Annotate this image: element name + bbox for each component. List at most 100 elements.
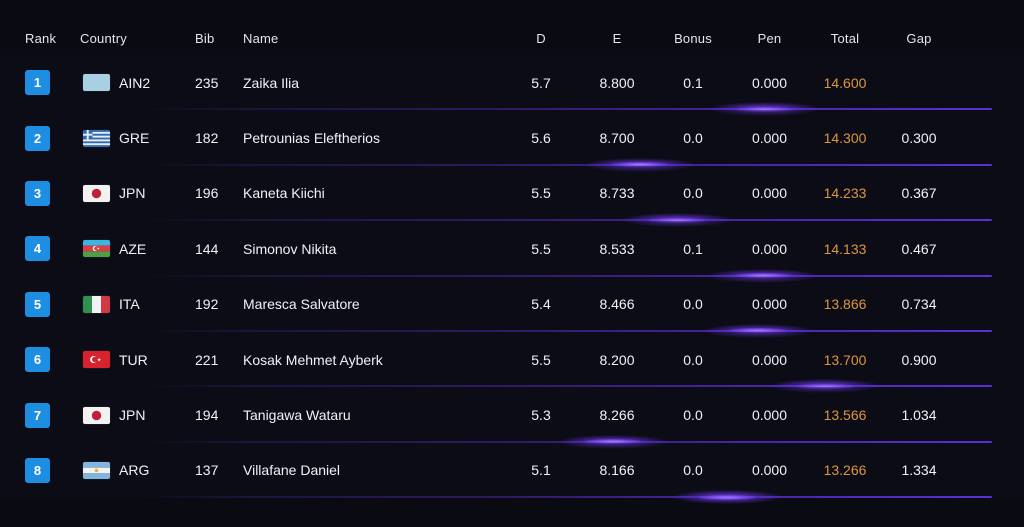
athlete-name: Simonov Nikita bbox=[243, 240, 337, 257]
rank-badge: 8 bbox=[25, 457, 50, 483]
result-row[interactable]: 8 ARG 137 Villafane Daniel 5.1 8.166 0.0… bbox=[0, 442, 1024, 505]
bib-number: 235 bbox=[195, 74, 219, 91]
athlete-name: Petrounias Eleftherios bbox=[243, 130, 380, 147]
flag-gre-icon bbox=[83, 129, 110, 147]
bib-number: 137 bbox=[195, 462, 219, 479]
score-bonus: 0.0 bbox=[683, 130, 703, 147]
score-gap: 1.334 bbox=[901, 462, 937, 479]
score-pen: 0.000 bbox=[751, 240, 788, 257]
result-row[interactable]: 6 TUR 221 Kosak Mehmet Ayberk 5.5 8.200 … bbox=[0, 331, 1024, 394]
score-pen: 0.000 bbox=[751, 296, 788, 313]
score-pen: 0.000 bbox=[751, 462, 788, 479]
score-gap: 0.367 bbox=[901, 185, 937, 202]
score-e: 8.166 bbox=[599, 462, 635, 479]
score-bonus: 0.0 bbox=[683, 296, 703, 313]
score-bonus: 0.1 bbox=[683, 240, 703, 257]
table-header-row: Rank Country Bib Name D E Bonus Pen Tota… bbox=[0, 0, 1024, 55]
score-gap: 0.900 bbox=[901, 351, 937, 368]
score-gap: 1.034 bbox=[901, 407, 937, 424]
country-code: JPN bbox=[119, 407, 146, 424]
flag-ain-icon bbox=[83, 74, 110, 92]
header-bib: Bib bbox=[195, 31, 215, 46]
bib-number: 221 bbox=[195, 351, 219, 368]
result-row[interactable]: 4 AZE 144 Simonov Nikita 5.5 8.533 0.1 0… bbox=[0, 221, 1024, 283]
score-d: 5.5 bbox=[531, 185, 551, 202]
header-bonus: Bonus bbox=[674, 31, 712, 46]
athlete-name: Kosak Mehmet Ayberk bbox=[243, 351, 383, 368]
header-e: E bbox=[612, 31, 622, 46]
score-pen: 0.000 bbox=[751, 130, 788, 147]
country-code: TUR bbox=[119, 351, 148, 368]
bib-number: 144 bbox=[195, 240, 219, 257]
flag-tur-icon bbox=[83, 351, 110, 369]
bib-number: 196 bbox=[195, 185, 219, 202]
score-d: 5.3 bbox=[531, 407, 551, 424]
score-e: 8.266 bbox=[599, 407, 635, 424]
score-total: 13.866 bbox=[823, 296, 867, 313]
row-separator bbox=[145, 385, 992, 388]
rank-badge: 4 bbox=[25, 236, 50, 262]
score-pen: 0.000 bbox=[751, 185, 788, 202]
score-total: 14.600 bbox=[823, 74, 867, 91]
bib-number: 192 bbox=[195, 296, 219, 313]
result-row[interactable]: 1 AIN2 235 Zaika Ilia 5.7 8.800 0.1 0.00… bbox=[0, 55, 1024, 117]
flag-aze-icon bbox=[83, 240, 110, 258]
header-total: Total bbox=[830, 31, 860, 46]
header-country: Country bbox=[80, 31, 127, 46]
athlete-name: Kaneta Kiichi bbox=[243, 185, 325, 202]
flag-jpn-icon bbox=[83, 406, 110, 424]
rank-badge: 5 bbox=[25, 291, 50, 317]
country-code: JPN bbox=[119, 185, 146, 202]
score-total: 13.266 bbox=[823, 462, 867, 479]
athlete-name: Villafane Daniel bbox=[243, 462, 341, 479]
rank-badge: 2 bbox=[25, 125, 50, 151]
score-e: 8.700 bbox=[599, 130, 635, 147]
flag-ita-icon bbox=[83, 295, 110, 313]
country-code: AIN2 bbox=[119, 74, 151, 91]
score-e: 8.533 bbox=[599, 240, 635, 257]
score-gap: 0.467 bbox=[901, 240, 937, 257]
score-e: 8.733 bbox=[599, 185, 635, 202]
athlete-name: Tanigawa Wataru bbox=[243, 407, 351, 424]
score-d: 5.6 bbox=[531, 130, 551, 147]
row-separator bbox=[145, 108, 992, 111]
result-row[interactable]: 7 JPN 194 Tanigawa Wataru 5.3 8.266 0.0 … bbox=[0, 387, 1024, 449]
header-d: D bbox=[536, 31, 546, 46]
score-gap: 0.300 bbox=[901, 130, 937, 147]
rank-badge: 3 bbox=[25, 180, 50, 206]
score-bonus: 0.0 bbox=[683, 185, 703, 202]
score-e: 8.800 bbox=[599, 74, 635, 91]
country-code: GRE bbox=[119, 130, 150, 147]
row-separator bbox=[145, 163, 992, 166]
score-total: 13.566 bbox=[823, 407, 867, 424]
header-name: Name bbox=[243, 31, 279, 46]
score-total: 14.233 bbox=[823, 185, 867, 202]
rank-badge: 7 bbox=[25, 402, 50, 428]
score-d: 5.5 bbox=[531, 351, 551, 368]
country-code: AZE bbox=[119, 240, 147, 257]
score-pen: 0.000 bbox=[751, 351, 788, 368]
country-code: ITA bbox=[119, 296, 140, 313]
score-d: 5.7 bbox=[531, 74, 551, 91]
score-bonus: 0.1 bbox=[683, 74, 703, 91]
score-e: 8.466 bbox=[599, 296, 635, 313]
row-separator bbox=[145, 496, 992, 499]
result-row[interactable]: 3 JPN 196 Kaneta Kiichi 5.5 8.733 0.0 0.… bbox=[0, 165, 1024, 228]
bib-number: 182 bbox=[195, 130, 219, 147]
score-bonus: 0.0 bbox=[683, 351, 703, 368]
flag-arg-icon bbox=[83, 461, 110, 479]
header-pen: Pen bbox=[757, 31, 782, 46]
country-code: ARG bbox=[119, 462, 150, 479]
result-row[interactable]: 2 GRE 182 Petrounias Eleftherios 5.6 8.7… bbox=[0, 110, 1024, 172]
score-pen: 0.000 bbox=[751, 407, 788, 424]
row-separator bbox=[145, 274, 992, 277]
header-gap: Gap bbox=[906, 31, 932, 46]
rank-badge: 1 bbox=[25, 70, 50, 96]
flag-jpn-icon bbox=[83, 184, 110, 202]
athlete-name: Zaika Ilia bbox=[243, 74, 300, 91]
result-row[interactable]: 5 ITA 192 Maresca Salvatore 5.4 8.466 0.… bbox=[0, 276, 1024, 338]
score-d: 5.1 bbox=[531, 462, 551, 479]
score-bonus: 0.0 bbox=[683, 462, 703, 479]
athlete-name: Maresca Salvatore bbox=[243, 296, 360, 313]
score-d: 5.5 bbox=[531, 240, 551, 257]
